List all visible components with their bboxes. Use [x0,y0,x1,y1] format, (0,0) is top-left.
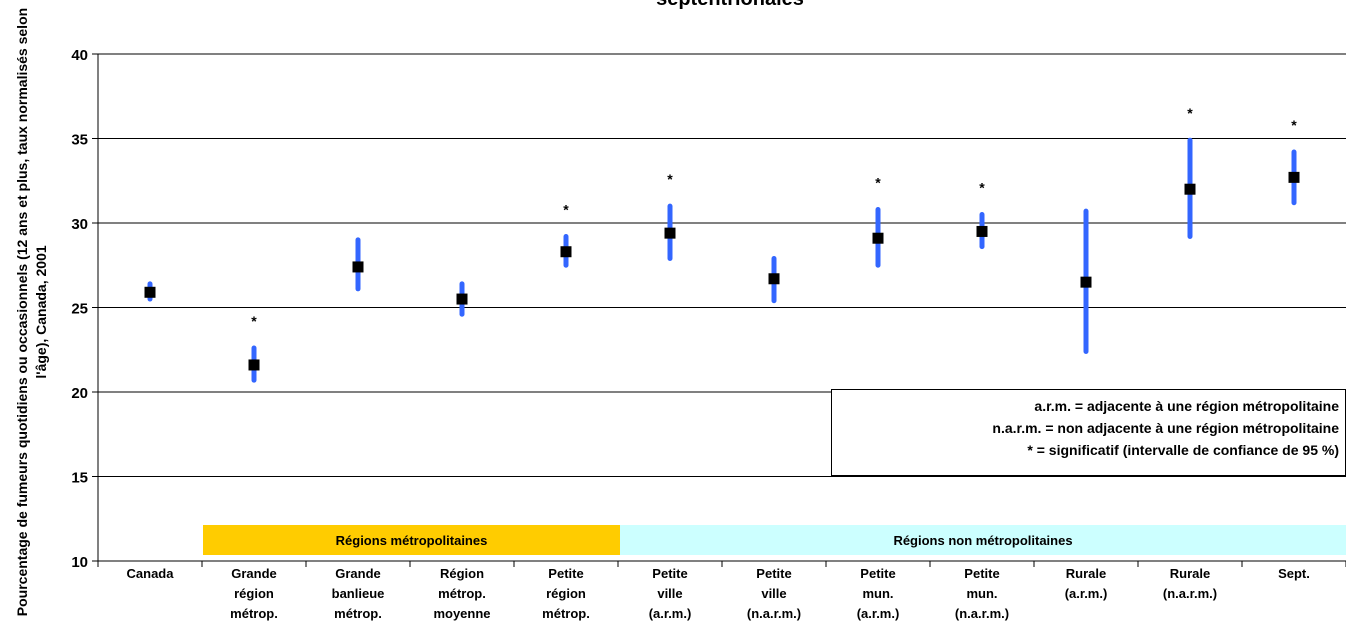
metro-regions-label: Régions métropolitaines [335,532,488,548]
x-tick-label: Petite ville (a.r.m.) [649,566,692,621]
x-tick-label: Petite mun. (a.r.m.) [857,566,900,621]
non-metro-regions-label: Régions non métropolitaines [893,532,1073,548]
data-point [144,286,156,298]
data-point [976,225,988,237]
x-tick-label: Grande région métrop. [230,566,278,621]
data-point [248,359,260,371]
data-point [456,293,468,305]
data-point [560,246,572,258]
x-tick-label: Canada [127,566,175,581]
significance-marker: * [1291,117,1297,133]
y-tick-label: 30 [71,216,88,233]
significance-marker: * [563,202,569,218]
metro-regions-band: Régions métropolitaines [203,525,620,555]
data-point [352,261,364,273]
significance-marker: * [251,313,257,329]
data-point [768,273,780,285]
y-tick-label: 25 [71,301,88,318]
significance-marker: * [875,174,881,190]
data-point [664,227,676,239]
legend-note-significance: * = significatif (intervalle de confianc… [1027,442,1339,458]
y-tick-label: 20 [71,385,88,402]
y-tick-label: 40 [71,47,88,64]
chart-title: septentrionales [580,0,880,11]
x-tick-label: Rurale (n.a.r.m.) [1163,566,1217,601]
significance-marker: * [979,180,985,196]
legend-note-narm: n.a.r.m. = non adjacente à une région mé… [992,420,1339,436]
y-tick-label: 35 [71,132,88,149]
x-tick-label: Petite région métrop. [542,566,590,621]
significance-marker: * [1187,105,1193,121]
x-tick-label: Rurale (a.r.m.) [1065,566,1108,601]
x-tick-label: Grande banlieue métrop. [332,566,385,621]
data-point [1080,276,1092,288]
x-tick-label: Sept. [1278,566,1310,581]
legend-note-arm: a.r.m. = adjacente à une région métropol… [1034,398,1339,414]
data-point [1184,183,1196,195]
significance-marker: * [667,171,673,187]
x-tick-label: Région métrop. moyenne [433,566,490,621]
x-tick-label: Petite mun. (n.a.r.m.) [955,566,1009,621]
y-tick-label: 15 [71,470,88,487]
data-point [872,232,884,244]
data-point [1288,171,1300,183]
non-metro-regions-band: Régions non métropolitaines [620,525,1346,555]
legend-notes-box: a.r.m. = adjacente à une région métropol… [831,389,1346,476]
y-tick-label: 10 [71,554,88,571]
x-tick-label: Petite ville (n.a.r.m.) [747,566,801,621]
